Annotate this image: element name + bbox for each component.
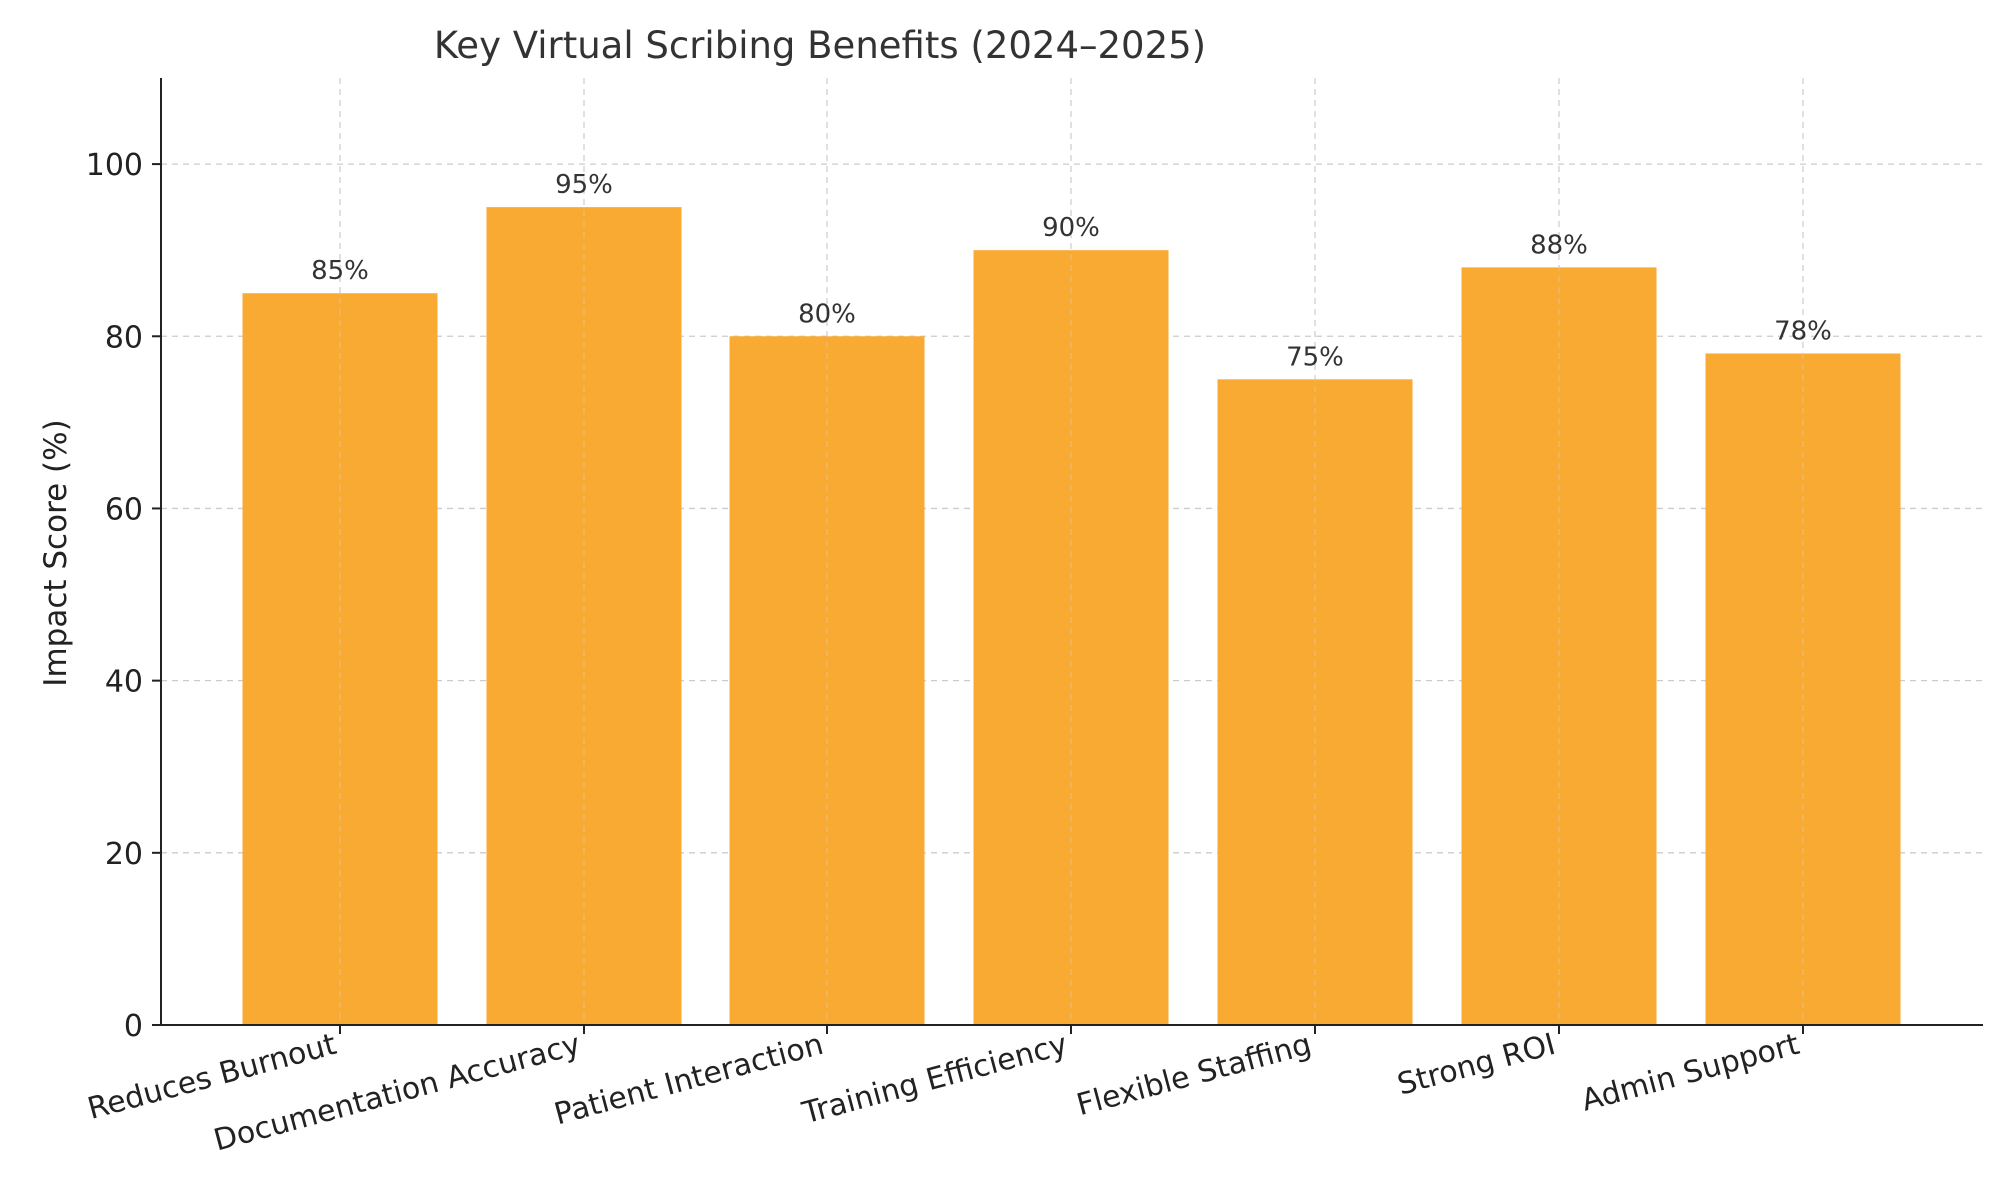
chart-title: Key Virtual Scribing Benefits (2024–2025… <box>434 24 1206 67</box>
x-tick-label-2: Patient Interaction <box>551 1027 827 1132</box>
y-tick-label-3: 60 <box>105 492 143 527</box>
y-tick-label-1: 20 <box>105 837 143 872</box>
x-tick-label-4: Flexible Staffing <box>1073 1027 1315 1123</box>
axis-layer <box>152 78 1983 1034</box>
data-label-5: 88% <box>1530 230 1588 260</box>
x-tick-label-5: Strong ROI <box>1394 1027 1559 1103</box>
bars-layer <box>242 78 1901 1026</box>
bar-admin-support <box>1705 353 1901 1025</box>
data-label-1: 95% <box>555 170 613 200</box>
bar-strong-roi <box>1461 267 1657 1025</box>
bar-documentation-accuracy <box>486 207 682 1026</box>
x-tick-label-3: Training Efficiency <box>798 1027 1071 1132</box>
x-tick-label-6: Admin Support <box>1578 1027 1803 1119</box>
bar-training-efficiency <box>973 250 1169 1025</box>
data-label-3: 90% <box>1042 213 1100 243</box>
bar-flexible-staffing <box>1217 379 1413 1025</box>
data-label-6: 78% <box>1774 316 1832 346</box>
bar-patient-interaction <box>729 336 925 1026</box>
data-label-4: 75% <box>1286 342 1344 372</box>
y-tick-label-4: 80 <box>105 320 143 355</box>
data-label-0: 85% <box>311 256 369 286</box>
data-label-2: 80% <box>798 299 856 329</box>
y-tick-label-2: 40 <box>105 665 143 700</box>
y-tick-label-5: 100 <box>86 148 143 183</box>
y-axis-label: Impact Score (%) <box>38 419 74 686</box>
bar-reduces-burnout <box>242 293 438 1025</box>
y-tick-label-0: 0 <box>124 1009 143 1044</box>
